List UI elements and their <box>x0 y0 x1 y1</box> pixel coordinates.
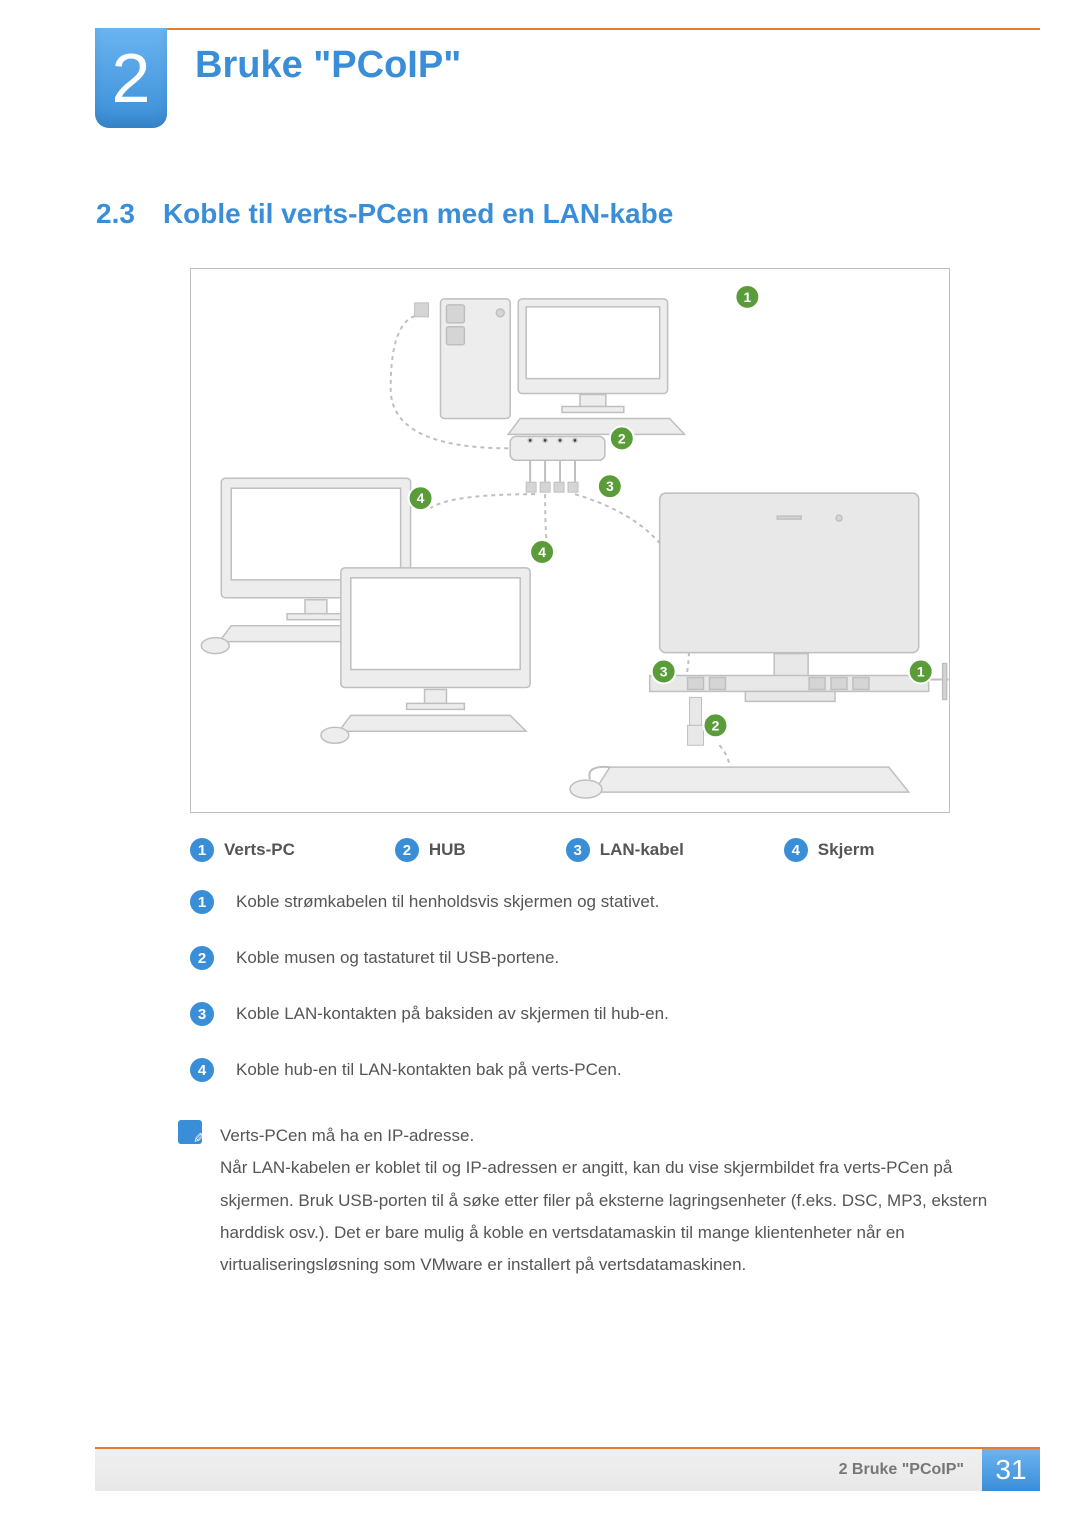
step-bullet-4: 4 <box>190 1058 214 1082</box>
diagram-legend: 1 Verts-PC 2 HUB 3 LAN-kabel 4 Skjerm <box>190 838 875 862</box>
diagram-svg: 1 2 3 4 4 3 2 1 <box>191 269 949 812</box>
note-icon <box>178 1120 202 1144</box>
step-bullet-3: 3 <box>190 1002 214 1026</box>
legend-bullet-3: 3 <box>566 838 590 862</box>
footer-page-number: 31 <box>982 1449 1040 1491</box>
legend-item: 3 LAN-kabel <box>566 838 684 862</box>
connection-diagram: 1 2 3 4 4 3 2 1 <box>190 268 950 813</box>
svg-text:4: 4 <box>417 490 425 506</box>
step-text: Koble strømkabelen til henholdsvis skjer… <box>236 890 659 914</box>
step-list: 1 Koble strømkabelen til henholdsvis skj… <box>190 890 1000 1114</box>
svg-text:2: 2 <box>618 430 626 446</box>
step-text: Koble musen og tastaturet til USB-porten… <box>236 946 559 970</box>
step-bullet-1: 1 <box>190 890 214 914</box>
section-title: Koble til verts-PCen med en LAN-kabe <box>163 198 673 230</box>
step-item: 1 Koble strømkabelen til henholdsvis skj… <box>190 890 1000 914</box>
legend-label: LAN-kabel <box>600 840 684 860</box>
section-number: 2.3 <box>96 198 135 230</box>
step-item: 2 Koble musen og tastaturet til USB-port… <box>190 946 1000 970</box>
svg-text:1: 1 <box>743 289 751 305</box>
svg-text:3: 3 <box>660 663 668 679</box>
step-bullet-2: 2 <box>190 946 214 970</box>
legend-item: 1 Verts-PC <box>190 838 295 862</box>
legend-item: 2 HUB <box>395 838 466 862</box>
legend-bullet-4: 4 <box>784 838 808 862</box>
page-top-rule <box>95 28 1040 30</box>
legend-label: Verts-PC <box>224 840 295 860</box>
page-footer: 2 Bruke "PCoIP" 31 <box>95 1447 1040 1491</box>
step-item: 4 Koble hub-en til LAN-kontakten bak på … <box>190 1058 1000 1082</box>
legend-label: Skjerm <box>818 840 875 860</box>
chapter-number-tab: 2 <box>95 28 167 128</box>
footer-chapter-label: 2 Bruke "PCoIP" <box>821 1449 982 1491</box>
legend-bullet-1: 1 <box>190 838 214 862</box>
svg-text:2: 2 <box>712 717 720 733</box>
section-heading: 2.3 Koble til verts-PCen med en LAN-kabe <box>96 198 1020 230</box>
note-text: Verts-PCen må ha en IP-adresse. Når LAN-… <box>220 1120 1000 1281</box>
legend-label: HUB <box>429 840 466 860</box>
note-block: Verts-PCen må ha en IP-adresse. Når LAN-… <box>178 1120 1000 1281</box>
step-item: 3 Koble LAN-kontakten på baksiden av skj… <box>190 1002 1000 1026</box>
legend-bullet-2: 2 <box>395 838 419 862</box>
svg-text:4: 4 <box>538 544 546 560</box>
chapter-title: Bruke "PCoIP" <box>195 44 461 87</box>
svg-text:3: 3 <box>606 478 614 494</box>
step-text: Koble LAN-kontakten på baksiden av skjer… <box>236 1002 669 1026</box>
svg-text:1: 1 <box>917 663 925 679</box>
legend-item: 4 Skjerm <box>784 838 875 862</box>
step-text: Koble hub-en til LAN-kontakten bak på ve… <box>236 1058 622 1082</box>
